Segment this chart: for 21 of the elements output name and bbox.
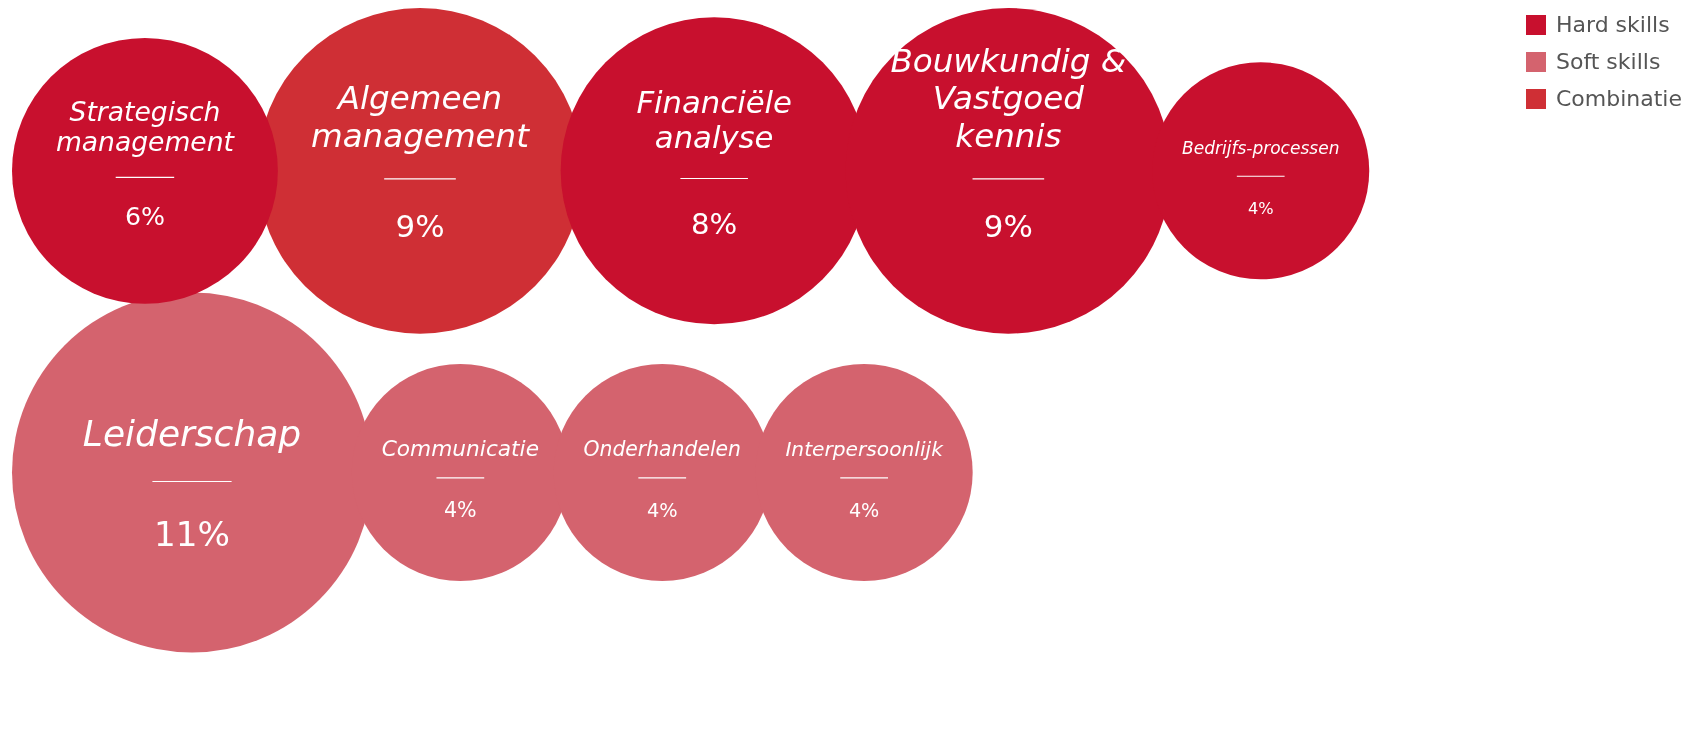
category-label: Onderhandelen [583,437,741,462]
category-label: Financiële analyse [636,84,792,156]
data-label: 4% [1247,199,1274,219]
legend-label: Hard skills [1555,12,1670,37]
legend-label: Combinatie [1555,86,1682,111]
data-label: 4% [646,498,678,522]
data-label: 8% [691,206,738,241]
data-label: 9% [983,208,1033,245]
data-label: 4% [848,498,880,522]
category-label: Bedrijfs-processen [1182,137,1340,158]
data-label: 11% [154,514,230,555]
category-label: Bouwkundig & Vastgoed kennis [890,41,1127,155]
category-label: Strategisch management [55,95,236,158]
legend-label: Soft skills [1555,49,1661,74]
data-label: 9% [395,208,445,245]
category-label: Communicatie [381,436,539,462]
category-label: Leiderschap [82,412,302,454]
category-label: Interpersoonlijk [785,437,945,462]
category-label: Algemeen management [310,79,531,155]
data-label: 4% [443,497,477,522]
data-label: 6% [124,202,165,232]
